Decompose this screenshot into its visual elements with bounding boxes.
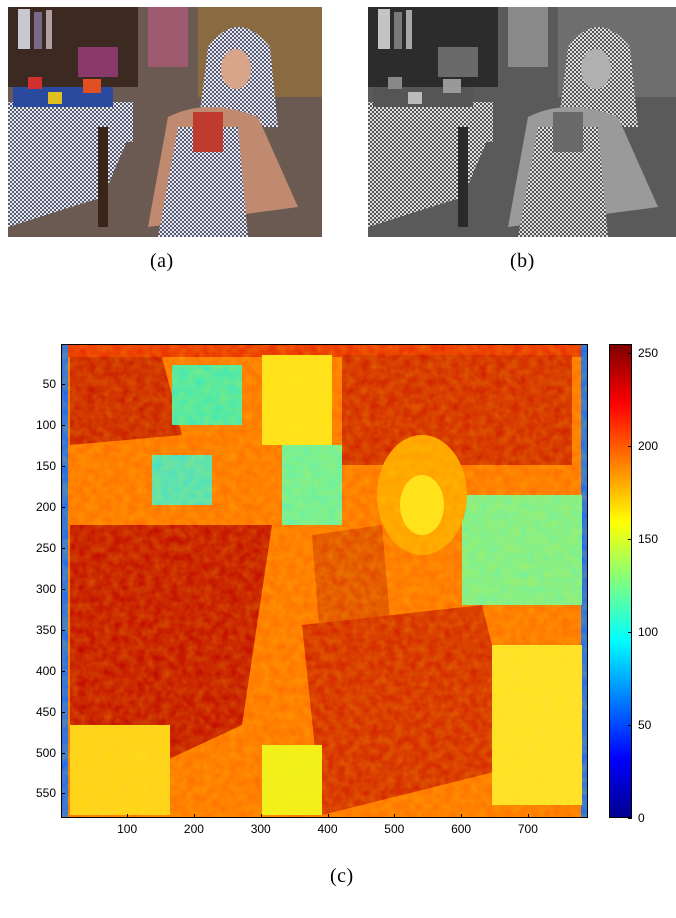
x-tick-mark xyxy=(260,814,262,818)
colorbar-tick-label: 150 xyxy=(638,532,659,547)
y-tick-label: 100 xyxy=(35,418,56,433)
x-tick-label: 200 xyxy=(183,822,204,836)
x-tick-mark xyxy=(327,814,329,818)
heatmap-colorbar xyxy=(609,344,632,818)
y-tick-label: 450 xyxy=(35,704,56,719)
colorbar-tick-label: 50 xyxy=(638,718,652,733)
y-tick-label: 300 xyxy=(35,581,56,596)
x-tick-label: 400 xyxy=(317,822,338,836)
y-tick-mark xyxy=(61,506,65,508)
colorbar-tick-label: 200 xyxy=(638,439,659,454)
caption-a: (a) xyxy=(150,250,174,272)
x-tick-label: 300 xyxy=(250,822,271,836)
colorbar-tick-mark xyxy=(628,446,632,448)
x-tick-mark xyxy=(527,814,529,818)
colorbar-tick-label: 250 xyxy=(638,346,659,361)
photo-grayscale-image xyxy=(368,7,676,237)
y-tick-label: 500 xyxy=(35,745,56,760)
caption-b: (b) xyxy=(510,250,535,272)
colorbar-tick-mark xyxy=(628,353,632,355)
colorbar-tick-label: 0 xyxy=(638,811,645,825)
photo-color xyxy=(8,7,322,237)
y-tick-mark xyxy=(61,588,65,590)
x-tick-label: 500 xyxy=(384,822,405,836)
y-tick-mark xyxy=(61,670,65,672)
heatmap-plot xyxy=(61,344,588,818)
y-tick-mark xyxy=(61,711,65,713)
heatmap-image xyxy=(62,345,587,817)
x-tick-mark xyxy=(193,814,195,818)
caption-c: (c) xyxy=(330,865,354,887)
colorbar-tick-mark xyxy=(628,539,632,541)
y-tick-mark xyxy=(61,465,65,467)
y-tick-label: 400 xyxy=(35,663,56,678)
x-tick-label: 600 xyxy=(451,822,472,836)
y-tick-mark xyxy=(61,793,65,795)
y-tick-label: 50 xyxy=(42,377,56,392)
colorbar-tick-label: 100 xyxy=(638,625,659,640)
x-tick-label: 100 xyxy=(117,822,138,836)
photo-color-image xyxy=(8,7,322,237)
colorbar-tick-mark xyxy=(628,632,632,634)
y-tick-mark xyxy=(61,547,65,549)
y-tick-label: 250 xyxy=(35,540,56,555)
x-tick-mark xyxy=(127,814,129,818)
y-tick-label: 200 xyxy=(35,499,56,514)
y-tick-mark xyxy=(61,425,65,427)
colorbar-tick-mark xyxy=(628,818,632,819)
x-tick-mark xyxy=(461,814,463,818)
y-tick-mark xyxy=(61,384,65,386)
y-tick-label: 150 xyxy=(35,458,56,473)
x-tick-mark xyxy=(394,814,396,818)
x-tick-label: 700 xyxy=(517,822,538,836)
colorbar-tick-mark xyxy=(628,725,632,727)
y-tick-mark xyxy=(61,752,65,754)
photo-grayscale xyxy=(368,7,676,237)
y-tick-label: 350 xyxy=(35,622,56,637)
y-tick-mark xyxy=(61,629,65,631)
y-tick-label: 550 xyxy=(35,786,56,801)
